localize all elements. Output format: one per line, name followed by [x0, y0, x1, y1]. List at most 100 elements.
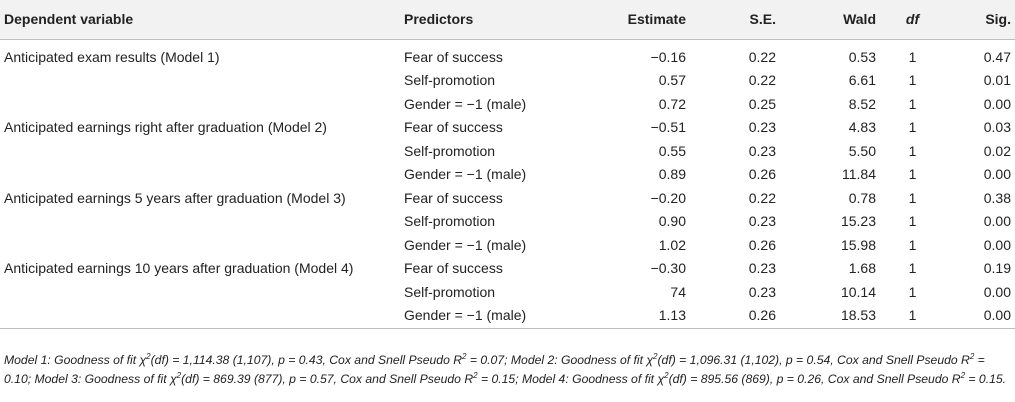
cell-sig: 0.19	[983, 260, 1011, 277]
cell-sig: 0.02	[983, 142, 1011, 159]
cell-sig: 0.00	[983, 95, 1011, 112]
header-dependent: Dependent variable	[0, 0, 400, 40]
header-wald: Wald	[780, 0, 880, 40]
cell-estimate: 0.57	[658, 72, 686, 89]
cell-estimate: −0.51	[650, 119, 686, 136]
cell-estimate: −0.30	[650, 260, 686, 277]
header-predictors: Predictors	[400, 0, 595, 40]
header-se: S.E.	[690, 0, 780, 40]
cell-dependent: Anticipated earnings right after graduat…	[4, 119, 327, 136]
table-row: Anticipated earnings 5 years after gradu…	[0, 187, 1015, 211]
cell-sig: 0.47	[983, 48, 1011, 65]
cell-wald: 8.52	[848, 95, 876, 112]
cell-dependent	[0, 140, 400, 164]
cell-dependent	[0, 210, 400, 234]
cell-df: 1	[908, 166, 917, 183]
cell-se: 0.22	[748, 72, 776, 89]
note-model1: Model 1: Goodness of fit χ2(df) = 1,114.…	[4, 351, 511, 367]
cell-sig: 0.00	[983, 213, 1011, 230]
table-row: Anticipated earnings 10 years after grad…	[0, 257, 1015, 281]
cell-se: 0.23	[748, 119, 776, 136]
cell-wald: 5.50	[848, 142, 876, 159]
regression-table: Dependent variable Predictors Estimate S…	[0, 0, 1015, 329]
cell-predictor: Self-promotion	[404, 142, 496, 159]
cell-dependent: Anticipated earnings 5 years after gradu…	[4, 189, 346, 206]
cell-wald: 0.78	[848, 189, 876, 206]
cell-sig: 0.38	[983, 189, 1011, 206]
cell-df: 1	[908, 142, 917, 159]
cell-estimate: −0.16	[650, 48, 686, 65]
cell-sig: 0.03	[983, 119, 1011, 136]
cell-predictor: Fear of success	[404, 48, 503, 65]
cell-wald: 15.23	[840, 213, 876, 230]
cell-estimate: 1.13	[595, 304, 690, 329]
cell-estimate: 0.89	[658, 166, 686, 183]
cell-df: 1	[908, 95, 917, 112]
cell-dependent: Anticipated earnings 10 years after grad…	[4, 260, 354, 277]
cell-df: 1	[908, 260, 917, 277]
cell-predictor: Fear of success	[404, 119, 503, 136]
table-row: Self-promotion 0.55 0.23 5.50 1 0.02	[0, 140, 1015, 164]
cell-dependent	[0, 69, 400, 93]
cell-se: 0.23	[748, 283, 776, 300]
cell-wald: 10.14	[840, 283, 876, 300]
cell-se: 0.23	[748, 213, 776, 230]
cell-predictor: Self-promotion	[404, 283, 496, 300]
cell-df: 1	[908, 236, 917, 253]
cell-se: 0.26	[748, 236, 776, 253]
header-row: Dependent variable Predictors Estimate S…	[0, 0, 1015, 40]
cell-wald: 6.61	[848, 72, 876, 89]
header-estimate: Estimate	[595, 0, 690, 40]
table-row: Self-promotion 74 0.23 10.14 1 0.00	[0, 281, 1015, 305]
table-row: Gender = −1 (male) 0.89 0.26 11.84 1 0.00	[0, 163, 1015, 187]
table-row: Gender = −1 (male) 1.13 0.26 18.53 1 0.00	[0, 304, 1015, 329]
cell-wald: 11.84	[842, 166, 876, 183]
cell-predictor: Gender = −1 (male)	[404, 166, 527, 183]
cell-se: 0.22	[748, 189, 776, 206]
cell-se: 0.26	[748, 166, 776, 183]
cell-se: 0.25	[748, 95, 776, 112]
cell-df: 1	[908, 283, 917, 300]
table-row: Self-promotion 0.57 0.22 6.61 1 0.01	[0, 69, 1015, 93]
note-model3: Model 3: Goodness of fit χ2(df) = 869.39…	[34, 370, 522, 386]
cell-estimate: 74	[670, 283, 686, 300]
cell-predictor: Gender = −1 (male)	[404, 95, 527, 112]
cell-dependent	[0, 281, 400, 305]
cell-df: 1	[880, 304, 945, 329]
cell-se: 0.23	[748, 142, 776, 159]
cell-estimate: 0.90	[658, 213, 686, 230]
cell-df: 1	[908, 119, 917, 136]
table-row: Anticipated earnings right after graduat…	[0, 116, 1015, 140]
cell-estimate: −0.20	[650, 189, 686, 206]
cell-predictor: Self-promotion	[404, 72, 496, 89]
note-model4: Model 4: Goodness of fit χ2(df) = 895.56…	[521, 370, 1007, 386]
cell-predictor: Fear of success	[404, 260, 503, 277]
cell-estimate: 0.55	[658, 142, 686, 159]
cell-wald: 1.68	[848, 260, 876, 277]
cell-dependent: Anticipated exam results (Model 1)	[4, 48, 220, 65]
cell-se: 0.22	[748, 48, 776, 65]
cell-wald: 0.53	[848, 48, 876, 65]
cell-df: 1	[908, 48, 917, 65]
header-df: df	[880, 0, 945, 40]
cell-sig: 0.01	[983, 72, 1011, 89]
cell-sig: 0.00	[983, 166, 1011, 183]
cell-se: 0.26	[690, 304, 780, 329]
cell-sig: 0.00	[983, 236, 1011, 253]
cell-predictor: Fear of success	[404, 189, 503, 206]
cell-sig: 0.00	[983, 283, 1011, 300]
cell-dependent	[0, 163, 400, 187]
cell-dependent	[0, 304, 400, 329]
cell-dependent	[0, 93, 400, 117]
cell-wald: 4.83	[848, 119, 876, 136]
table-row: Anticipated exam results (Model 1) Fear o…	[0, 39, 1015, 69]
note-model2: Model 2: Goodness of fit χ2(df) = 1,096.…	[4, 351, 985, 386]
table-body: Anticipated exam results (Model 1) Fear o…	[0, 39, 1015, 329]
cell-sig: 0.00	[945, 304, 1015, 329]
cell-df: 1	[908, 72, 917, 89]
header-sig: Sig.	[945, 0, 1015, 40]
cell-df: 1	[908, 213, 917, 230]
cell-se: 0.23	[748, 260, 776, 277]
cell-estimate: 0.72	[658, 95, 686, 112]
